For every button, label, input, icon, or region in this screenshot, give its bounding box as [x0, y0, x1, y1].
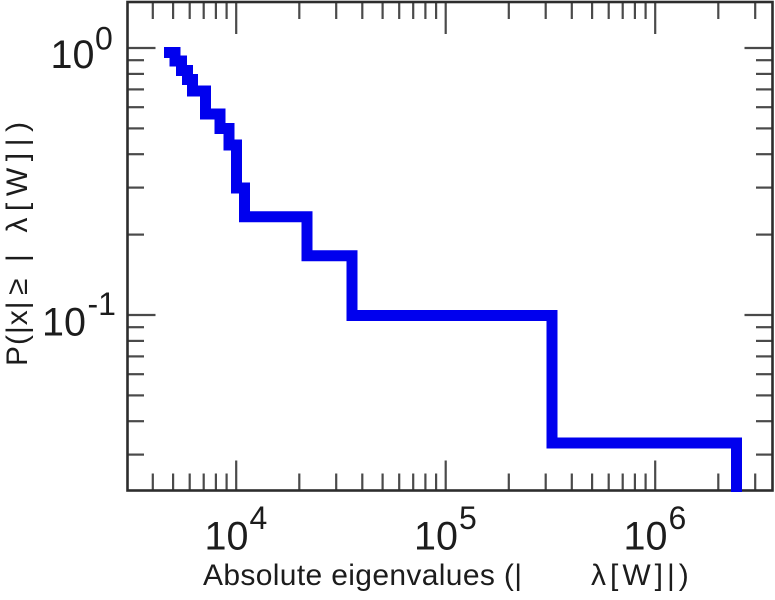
svg-text:10: 10 [51, 33, 95, 77]
svg-text:6: 6 [669, 500, 687, 536]
svg-text:0: 0 [95, 21, 113, 57]
svg-text:| λ[W]|): | λ[W]|) [1, 115, 34, 262]
svg-text:λ[W]|): λ[W]|) [591, 559, 693, 592]
svg-text:P(|x|: P(|x| [1, 300, 34, 366]
svg-text:Absolute eigenvalues (|: Absolute eigenvalues (| [203, 559, 522, 592]
svg-text:4: 4 [250, 500, 268, 536]
svg-text:10: 10 [414, 515, 458, 559]
svg-text:5: 5 [459, 500, 477, 536]
svg-text:-1: -1 [88, 286, 116, 322]
svg-text:≥: ≥ [1, 279, 34, 295]
svg-text:10: 10 [205, 515, 249, 559]
svg-text:10: 10 [42, 301, 86, 345]
svg-text:10: 10 [624, 515, 668, 559]
